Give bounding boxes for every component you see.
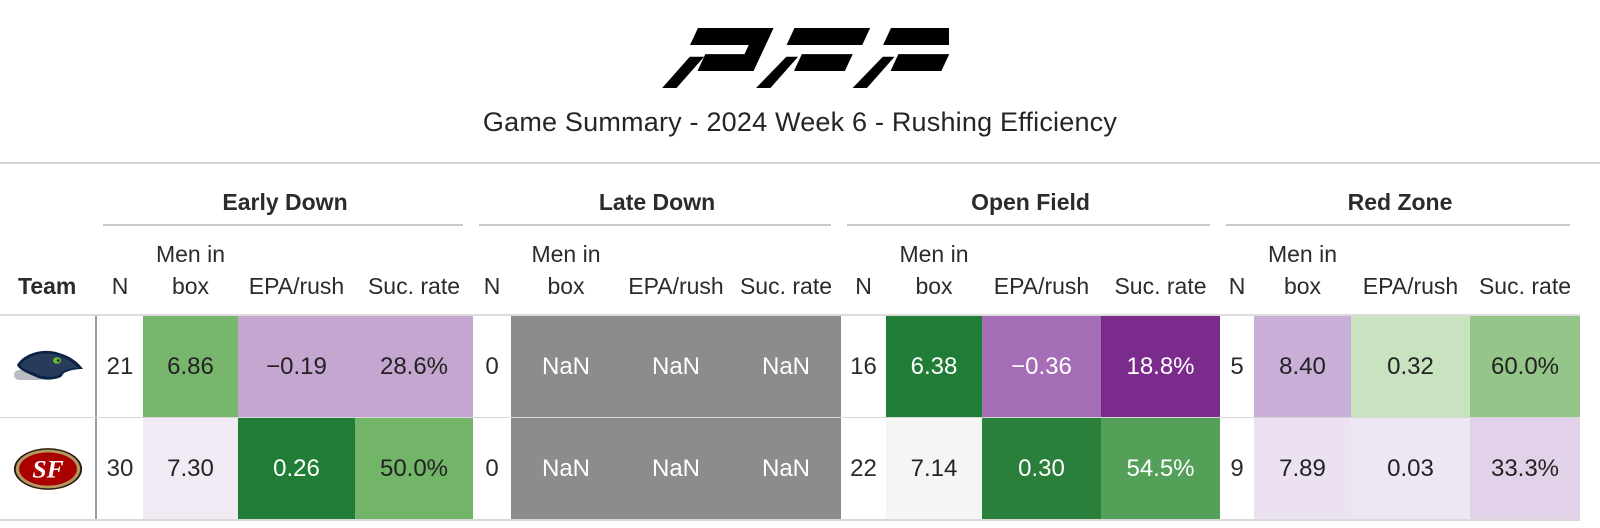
cell-r1-early-box: 7.30 — [143, 418, 238, 519]
pff-logo-icon — [662, 28, 949, 88]
col-header-n: N — [483, 273, 501, 299]
seahawks-logo-icon — [13, 350, 83, 380]
group-underline — [847, 224, 1210, 226]
group-underline — [479, 224, 831, 226]
header-divider — [0, 314, 1580, 316]
cell-r0-red-box: 8.40 — [1254, 316, 1351, 417]
cell-r1-red-n: 9 — [1220, 418, 1254, 519]
cell-r0-late-n: 0 — [473, 316, 511, 417]
cell-r0-early-n: 21 — [97, 316, 143, 417]
group-header-late-down: Late Down — [473, 172, 841, 226]
col-header-suc-rate: Suc. rate — [367, 273, 461, 299]
group-header-early-down: Early Down — [97, 172, 473, 226]
col-header-men-in-box: Men in box — [1267, 241, 1338, 299]
col-header-men-in-box: Men in box — [155, 241, 226, 299]
col-header-epa-rush: EPA/rush — [628, 273, 724, 299]
col-header-team: Team — [18, 273, 77, 299]
col-header-n: N — [111, 273, 129, 299]
svg-text:SF: SF — [32, 454, 63, 483]
cell-r1-red-suc: 33.3% — [1470, 418, 1580, 519]
table-bottom-border — [0, 519, 1580, 521]
group-header-open-field: Open Field — [841, 172, 1220, 226]
col-header-epa-rush: EPA/rush — [993, 273, 1090, 299]
rushing-efficiency-table: Early Down Late Down Open Field Red Zone… — [0, 172, 1580, 521]
niners-logo-icon: SF — [13, 447, 82, 490]
cell-r0-red-n: 5 — [1220, 316, 1254, 417]
col-header-n: N — [1228, 273, 1246, 299]
cell-r0-open-n: 16 — [841, 316, 886, 417]
group-underline — [1226, 224, 1570, 226]
cell-r1-open-epa: 0.30 — [982, 418, 1101, 519]
cell-r1-open-box: 7.14 — [886, 418, 982, 519]
team-row-seahawks — [0, 316, 97, 417]
cell-r0-late-epa: NaN — [621, 316, 731, 417]
group-underline — [103, 224, 463, 226]
cell-r0-early-box: 6.86 — [143, 316, 238, 417]
cell-r0-early-epa: −0.19 — [238, 316, 355, 417]
group-header-spacer — [0, 172, 97, 226]
page-title: Game Summary - 2024 Week 6 - Rushing Eff… — [482, 107, 1118, 137]
col-header-suc-rate: Suc. rate — [1478, 273, 1572, 299]
col-header-epa-rush: EPA/rush — [248, 273, 345, 299]
report-header: Game Summary - 2024 Week 6 - Rushing Eff… — [0, 0, 1600, 164]
cell-r1-open-n: 22 — [841, 418, 886, 519]
cell-r0-early-suc: 28.6% — [355, 316, 473, 417]
cell-r0-late-suc: NaN — [731, 316, 841, 417]
cell-r0-red-suc: 60.0% — [1470, 316, 1580, 417]
group-header-red-zone: Red Zone — [1220, 172, 1580, 226]
cell-r1-late-n: 0 — [473, 418, 511, 519]
cell-r1-early-n: 30 — [97, 418, 143, 519]
cell-r1-late-suc: NaN — [731, 418, 841, 519]
col-header-suc-rate: Suc. rate — [739, 273, 833, 299]
col-header-men-in-box: Men in box — [531, 241, 601, 299]
cell-r1-early-suc: 50.0% — [355, 418, 473, 519]
cell-r0-open-box: 6.38 — [886, 316, 982, 417]
cell-r0-open-suc: 18.8% — [1101, 316, 1220, 417]
cell-r1-early-epa: 0.26 — [238, 418, 355, 519]
col-header-epa-rush: EPA/rush — [1362, 273, 1459, 299]
cell-r1-late-epa: NaN — [621, 418, 731, 519]
col-header-men-in-box: Men in box — [899, 241, 969, 299]
cell-r1-red-box: 7.89 — [1254, 418, 1351, 519]
row-divider — [0, 417, 1580, 418]
cell-r1-open-suc: 54.5% — [1101, 418, 1220, 519]
cell-r1-red-epa: 0.03 — [1351, 418, 1470, 519]
col-header-n: N — [855, 273, 872, 299]
team-row-49ers: SF — [0, 418, 97, 519]
cell-r0-red-epa: 0.32 — [1351, 316, 1470, 417]
col-header-suc-rate: Suc. rate — [1114, 273, 1207, 299]
cell-r0-open-epa: −0.36 — [982, 316, 1101, 417]
cell-r1-late-box: NaN — [511, 418, 621, 519]
cell-r0-late-box: NaN — [511, 316, 621, 417]
title-divider — [0, 162, 1600, 164]
